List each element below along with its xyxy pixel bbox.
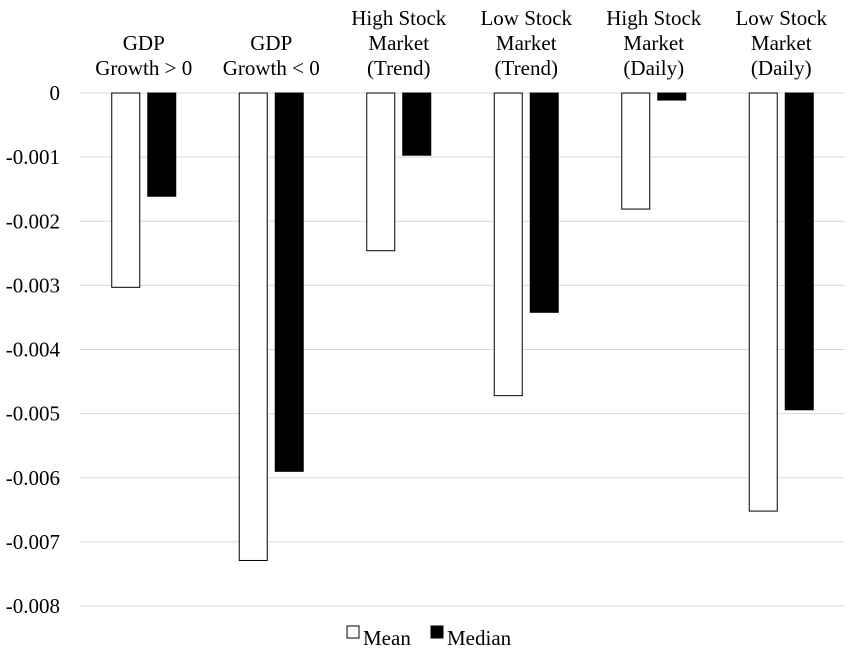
category-label: GDP [123,31,165,55]
y-tick-label: -0.004 [6,338,61,362]
median-bar [147,92,177,197]
legend-label-median: Median [447,626,512,650]
y-tick-label: -0.006 [6,466,60,490]
category-label: Low Stock [735,6,827,30]
category-label: High Stock [351,6,447,30]
y-tick-label: -0.001 [6,145,60,169]
category-label: (Trend) [495,56,558,80]
category-label: GDP [250,31,292,55]
y-tick-label: -0.007 [6,530,60,554]
category-label: (Trend) [367,56,430,80]
category-label: (Daily) [623,56,684,80]
legend-swatch-median [430,625,444,639]
bars [111,92,814,561]
category-label: Growth < 0 [223,56,320,80]
legend: Mean Median [346,625,512,650]
median-bar [657,92,687,101]
mean-bar [238,92,268,561]
category-label: High Stock [606,6,702,30]
mean-bar [748,92,778,512]
y-tick-label: -0.008 [6,594,60,618]
median-bar [402,92,432,156]
legend-swatch-mean [346,625,360,639]
median-bar [274,92,304,472]
category-label: Growth > 0 [95,56,192,80]
category-label: (Daily) [751,56,812,80]
y-tick-label: -0.005 [6,402,60,426]
mean-bar [111,92,141,288]
mean-bar [493,92,523,397]
category-label: Market [751,31,812,55]
mean-bar [366,92,396,252]
category-label: Low Stock [480,6,572,30]
y-tick-label: -0.002 [6,209,60,233]
y-tick-label: 0 [50,81,61,105]
gridlines [80,92,845,607]
legend-label-mean: Mean [363,626,411,650]
mean-bar [621,92,651,210]
median-bar [529,92,559,313]
category-label: Market [623,31,684,55]
category-label: Market [496,31,557,55]
category-label: Market [368,31,429,55]
y-axis-tick-labels: 0 -0.001 -0.002 -0.003 -0.004 -0.005 -0.006 -0.… [6,81,61,618]
y-tick-label: -0.003 [6,273,60,297]
median-bar [784,92,814,411]
